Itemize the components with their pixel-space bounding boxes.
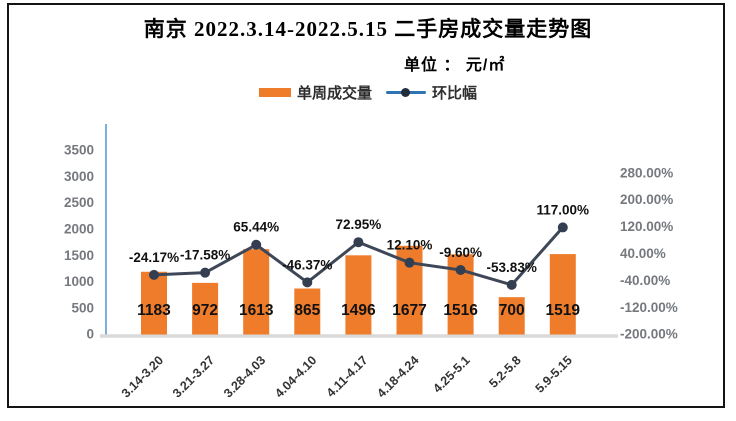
- legend-line-swatch-icon: [386, 87, 426, 98]
- pct-label: -46.37%: [282, 257, 332, 272]
- x-axis-label: 5.2-5.8: [486, 353, 523, 390]
- bar: [345, 255, 372, 335]
- line-marker-dot-icon: [455, 264, 466, 275]
- right-axis-tick: 120.00%: [620, 219, 673, 234]
- line-marker-dot-icon: [200, 267, 211, 278]
- line-marker-dot-icon: [251, 239, 262, 250]
- legend-item-ratio: 环比幅: [386, 82, 477, 103]
- pct-label: -9.60%: [439, 245, 482, 260]
- x-axis-label: 3.21-3.27: [170, 353, 217, 400]
- right-axis-tick: -120.00%: [620, 300, 678, 315]
- line-marker-dot-icon: [404, 257, 415, 268]
- line-marker-dot-icon: [353, 237, 364, 248]
- legend-item-label: 单周成交量: [296, 84, 372, 102]
- bar-value-label: 1519: [546, 302, 581, 319]
- bar: [498, 297, 525, 335]
- bar: [549, 254, 576, 335]
- bar: [294, 288, 321, 335]
- right-axis-tick: 280.00%: [620, 165, 673, 180]
- pct-label: -53.83%: [487, 260, 537, 275]
- chart-subtitle: 单位 ： 元/㎡: [404, 57, 506, 74]
- pct-label: -24.17%: [129, 250, 179, 265]
- pct-label: 12.10%: [387, 238, 433, 253]
- legend-line-dot-icon: [401, 87, 410, 97]
- line-marker-dot-icon: [506, 279, 517, 290]
- chart-title: 南京 2022.3.14-2022.5.15 二手房成交量走势图: [143, 17, 593, 41]
- line-marker-dot-icon: [149, 269, 159, 280]
- left-axis-tick: 3000: [64, 169, 94, 184]
- bar-value-label: 1677: [392, 302, 426, 319]
- legend-bar-swatch-icon: [258, 87, 291, 97]
- bar-value-label: 1613: [239, 302, 274, 319]
- line-marker-dot-icon: [557, 222, 568, 233]
- line-marker-dot-icon: [302, 277, 313, 288]
- left-axis-tick: 0: [86, 327, 94, 342]
- x-axis-label: 4.04-4.10: [272, 353, 319, 400]
- pct-label: 65.44%: [233, 220, 279, 235]
- legend-item-volume: 单周成交量: [258, 82, 372, 103]
- bar-value-label: 1183: [137, 302, 171, 319]
- bar: [192, 282, 219, 335]
- bar: [141, 271, 167, 335]
- bar-value-label: 1516: [443, 302, 478, 319]
- left-axis-tick: 3500: [64, 143, 94, 158]
- legend-item-label: 环比幅: [432, 84, 478, 102]
- left-axis-tick: 1000: [64, 274, 94, 289]
- right-axis-tick: 200.00%: [620, 192, 673, 207]
- pct-label: -17.58%: [180, 248, 230, 263]
- bar-value-label: 700: [499, 302, 525, 319]
- legend: 单周成交量 环比幅: [0, 82, 736, 103]
- bar-value-label: 865: [294, 302, 320, 319]
- bar-value-label: 1496: [341, 302, 376, 319]
- x-axis-label: 3.14-3.20: [119, 353, 166, 400]
- left-axis-tick: 2000: [64, 222, 94, 237]
- pct-label: 117.00%: [537, 202, 590, 217]
- left-axis-tick: 500: [71, 300, 94, 315]
- x-axis-label: 4.18-4.24: [374, 353, 421, 400]
- bar: [243, 249, 270, 335]
- right-axis-tick: -40.00%: [620, 273, 670, 288]
- x-axis-label: 4.11-4.17: [324, 353, 371, 400]
- right-axis-tick: 40.00%: [620, 246, 666, 261]
- right-axis-tick: -200.00%: [620, 327, 678, 342]
- x-axis-label: 5.9-5.15: [533, 353, 575, 395]
- left-axis-tick: 1500: [64, 248, 94, 263]
- x-axis-label: 3.28-4.03: [221, 353, 268, 400]
- bar-value-label: 972: [192, 302, 218, 319]
- chart-border-frame: [7, 3, 725, 408]
- pct-label: 72.95%: [336, 217, 382, 232]
- left-axis-tick: 2500: [64, 195, 94, 210]
- x-axis-label: 4.25-5.1: [430, 353, 472, 395]
